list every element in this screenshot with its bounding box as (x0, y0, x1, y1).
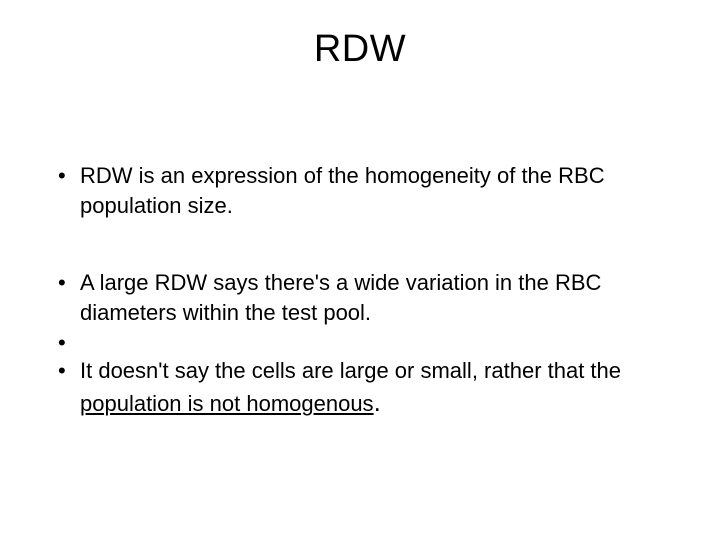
bullet-item-empty (54, 328, 672, 356)
slide-title: RDW (48, 28, 672, 71)
bullet-item: RDW is an expression of the homogeneity … (54, 161, 672, 220)
bullet-item: It doesn't say the cells are large or sm… (54, 356, 672, 421)
bullet-text-prefix: It doesn't say the cells are large or sm… (80, 358, 621, 383)
bullet-text-underlined: population is not homogenous (80, 391, 374, 416)
bullet-item: A large RDW says there's a wide variatio… (54, 268, 672, 327)
bullet-text: A large RDW says there's a wide variatio… (80, 270, 601, 325)
slide-container: RDW RDW is an expression of the homogene… (0, 0, 720, 540)
bullet-list: RDW is an expression of the homogeneity … (54, 161, 672, 421)
bullet-text-period: . (374, 387, 381, 417)
slide-body: RDW is an expression of the homogeneity … (48, 161, 672, 421)
bullet-text: RDW is an expression of the homogeneity … (80, 163, 605, 218)
